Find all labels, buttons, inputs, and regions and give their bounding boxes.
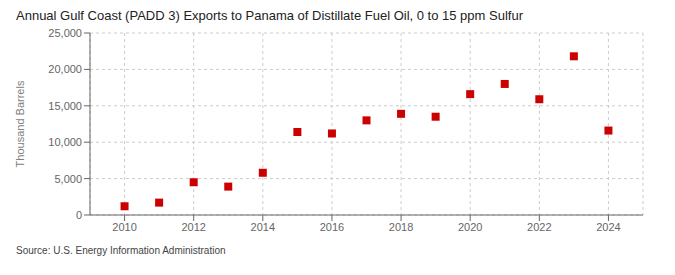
svg-text:20,000: 20,000 <box>48 63 82 75</box>
svg-text:2020: 2020 <box>458 221 482 233</box>
svg-text:10,000: 10,000 <box>48 136 82 148</box>
svg-text:2010: 2010 <box>112 221 136 233</box>
svg-text:2014: 2014 <box>251 221 275 233</box>
svg-text:2018: 2018 <box>389 221 413 233</box>
html-text:Source: U.S. Energy Informatio: Source: U.S. Energy Information Administ… <box>16 245 226 256</box>
html-text:Annual Gulf Coast (PADD 3) Exp: Annual Gulf Coast (PADD 3) Exports to Pa… <box>16 8 523 23</box>
svg-text:25,000: 25,000 <box>48 27 82 39</box>
svg-text:5,000: 5,000 <box>54 173 82 185</box>
svg-text:2024: 2024 <box>596 221 620 233</box>
svg-text:2022: 2022 <box>527 221 551 233</box>
svg-text:15,000: 15,000 <box>48 100 82 112</box>
svg-text:2016: 2016 <box>320 221 344 233</box>
svg-text:0: 0 <box>76 209 82 221</box>
svg-text:Thousand Barrels: Thousand Barrels <box>14 80 26 167</box>
svg-text:2012: 2012 <box>181 221 205 233</box>
